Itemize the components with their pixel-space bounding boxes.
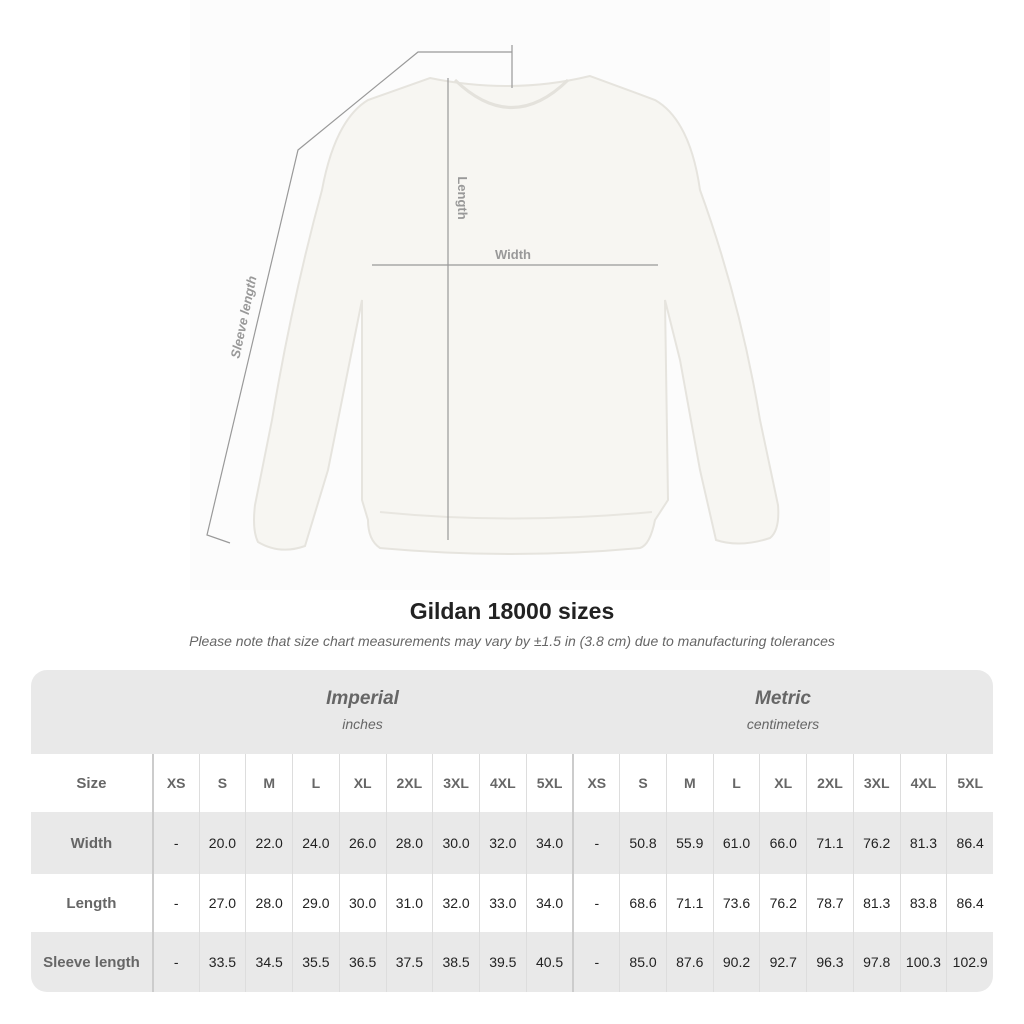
- metric-value-cell: 81.3: [899, 812, 947, 874]
- imperial-size-header: 5XL: [525, 754, 573, 812]
- metric-value-cell: 71.1: [665, 874, 713, 932]
- metric-value-cell: 85.0: [619, 932, 666, 992]
- measurement-lines: [206, 45, 658, 544]
- row-label: Sleeve length: [43, 953, 140, 971]
- imperial-value-cell: 40.5: [525, 932, 573, 992]
- metric-value-cell: 86.4: [946, 874, 993, 932]
- imperial-value-cell: 20.0: [198, 812, 246, 874]
- width-label: Width: [495, 247, 531, 262]
- table-row: Width -20.0 22.0 24.0 26.0 28.0 30.0 32.0 34.0-5…: [31, 812, 993, 874]
- imperial-value-cell: 38.5: [432, 932, 479, 992]
- imperial-value-cell: 30.0: [432, 812, 479, 874]
- imperial-value-cell: 22.0: [245, 812, 292, 874]
- row-label: Length: [66, 894, 117, 912]
- metric-size-header: S: [619, 754, 666, 812]
- size-table: Imperial inches Metric centimeters Size X…: [31, 670, 993, 992]
- imperial-size-header: L: [292, 754, 339, 812]
- imperial-header: Imperial inches: [152, 670, 573, 754]
- metric-unit: centimeters: [746, 716, 820, 732]
- metric-size-header: 3XL: [852, 754, 900, 812]
- metric-size-header: 2XL: [806, 754, 853, 812]
- table-row: Sleeve length -33.5 34.5 35.5 36.5 37.5 38.5 39…: [31, 932, 993, 992]
- imperial-size-header: 3XL: [432, 754, 479, 812]
- metric-value-cell: 96.3: [806, 932, 853, 992]
- imperial-value-cell: 30.0: [338, 874, 386, 932]
- imperial-value-cell: 34.0: [525, 874, 573, 932]
- tolerance-note: Please note that size chart measurements…: [189, 633, 835, 649]
- imperial-size-header: 2XL: [385, 754, 433, 812]
- metric-value-cell: -: [572, 812, 619, 874]
- metric-size-header: 4XL: [899, 754, 947, 812]
- metric-header: Metric centimeters: [573, 670, 993, 754]
- imperial-value-cell: 34.5: [245, 932, 292, 992]
- metric-value-cell: 97.8: [852, 932, 900, 992]
- metric-size-header: XS: [572, 754, 619, 812]
- metric-value-cell: 87.6: [665, 932, 713, 992]
- imperial-size-header: S: [198, 754, 246, 812]
- row-label: Size: [76, 774, 107, 792]
- imperial-value-cell: 26.0: [338, 812, 386, 874]
- sweatshirt-illustration: Width Length Sleeve length: [206, 45, 780, 555]
- metric-size-header: XL: [759, 754, 806, 812]
- metric-value-cell: 66.0: [759, 812, 806, 874]
- metric-value-cell: 81.3: [852, 874, 900, 932]
- metric-value-cell: -: [572, 932, 619, 992]
- metric-value-cell: 61.0: [712, 812, 760, 874]
- metric-value-cell: 68.6: [619, 874, 666, 932]
- metric-value-cell: 73.6: [712, 874, 760, 932]
- imperial-size-header: XS: [151, 754, 199, 812]
- imperial-size-header: XL: [338, 754, 386, 812]
- page-title: Gildan 18000 sizes: [409, 598, 615, 624]
- imperial-value-cell: 27.0: [198, 874, 246, 932]
- imperial-value-cell: 32.0: [478, 812, 526, 874]
- length-label: Length: [455, 176, 470, 219]
- imperial-value-cell: -: [151, 812, 199, 874]
- sweatshirt-shape: [253, 74, 780, 555]
- imperial-value-cell: 35.5: [292, 932, 339, 992]
- metric-value-cell: 71.1: [806, 812, 853, 874]
- imperial-value-cell: 33.0: [478, 874, 526, 932]
- metric-value-cell: 92.7: [759, 932, 806, 992]
- imperial-value-cell: 28.0: [385, 812, 433, 874]
- imperial-unit: inches: [342, 716, 383, 732]
- size-header-row: Size XS S M L XL 2XL 3XL 4XL 5XL XS S M L XL 2XL 3XL 4XL 5…: [31, 754, 993, 812]
- metric-value-cell: 83.8: [899, 874, 947, 932]
- imperial-value-cell: 31.0: [385, 874, 433, 932]
- imperial-value-cell: 37.5: [385, 932, 433, 992]
- metric-value-cell: 78.7: [806, 874, 853, 932]
- metric-value-cell: 102.9: [946, 932, 993, 992]
- metric-size-header: 5XL: [946, 754, 993, 812]
- metric-value-cell: 86.4: [946, 812, 993, 874]
- imperial-value-cell: 28.0: [245, 874, 292, 932]
- metric-size-header: M: [665, 754, 713, 812]
- imperial-value-cell: -: [151, 874, 199, 932]
- row-label: Width: [70, 834, 113, 852]
- metric-value-cell: 76.2: [852, 812, 900, 874]
- imperial-value-cell: 33.5: [198, 932, 246, 992]
- imperial-value-cell: 34.0: [525, 812, 573, 874]
- metric-value-cell: 100.3: [899, 932, 947, 992]
- metric-value-cell: 90.2: [712, 932, 760, 992]
- metric-title: Metric: [755, 688, 811, 709]
- imperial-size-header: M: [245, 754, 292, 812]
- imperial-value-cell: 24.0: [292, 812, 339, 874]
- imperial-value-cell: -: [151, 932, 199, 992]
- imperial-value-cell: 39.5: [478, 932, 526, 992]
- imperial-title: Imperial: [326, 688, 399, 709]
- metric-size-header: L: [712, 754, 760, 812]
- imperial-value-cell: 32.0: [432, 874, 479, 932]
- metric-value-cell: 76.2: [759, 874, 806, 932]
- metric-value-cell: 55.9: [665, 812, 713, 874]
- imperial-size-header: 4XL: [478, 754, 526, 812]
- table-row: Length -27.0 28.0 29.0 30.0 31.0 32.0 33.0 34.0-…: [31, 874, 993, 932]
- metric-value-cell: -: [572, 874, 619, 932]
- imperial-value-cell: 36.5: [338, 932, 386, 992]
- metric-value-cell: 50.8: [619, 812, 666, 874]
- imperial-value-cell: 29.0: [292, 874, 339, 932]
